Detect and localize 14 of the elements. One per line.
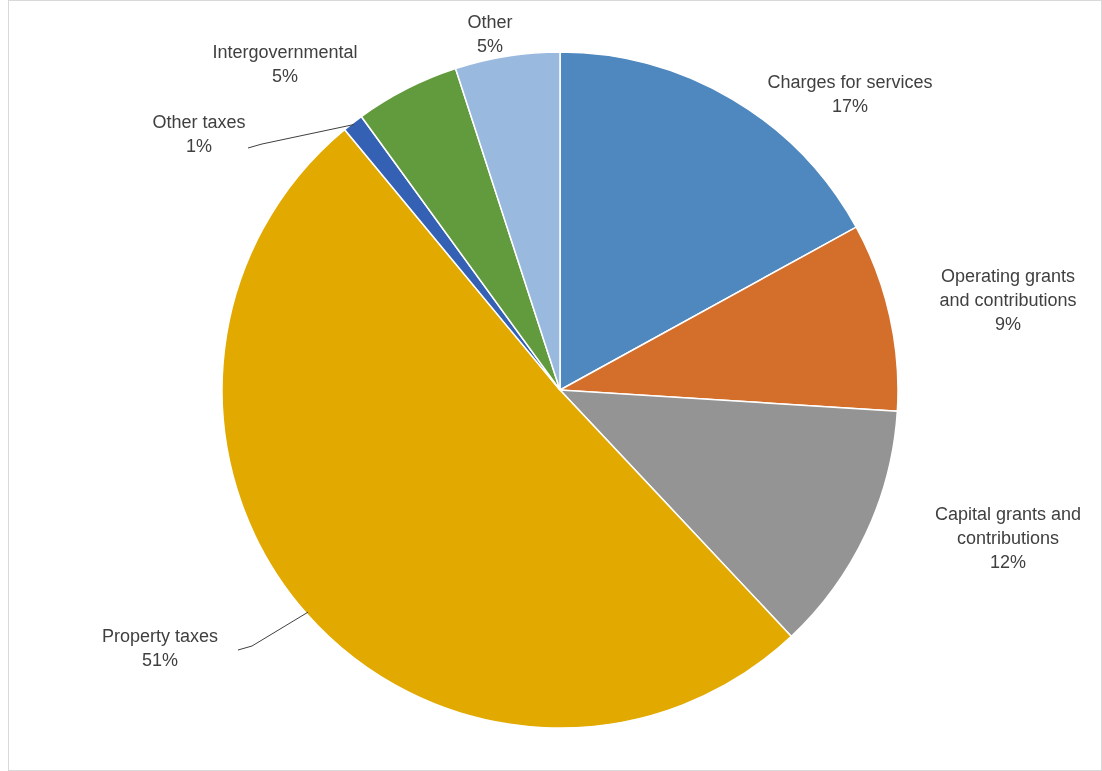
data-label: 9% [994,314,1022,334]
data-label: 12% [989,552,1027,572]
slice-label: Capital grants and contributions [934,504,1082,548]
data-label: 1% [185,136,213,156]
data-label: 5% [271,66,299,86]
slice-label: Operating grants and contributions [939,266,1077,310]
slice-label: Charges for services [767,72,933,92]
slice-label: Property taxes [101,626,219,646]
data-label: 5% [476,36,504,56]
data-label: 17% [831,96,869,116]
slice-label: Other [467,12,513,32]
data-label: 51% [141,650,179,670]
slice-label: Intergovernmental [212,42,358,62]
slice-label: Other taxes [152,112,246,132]
